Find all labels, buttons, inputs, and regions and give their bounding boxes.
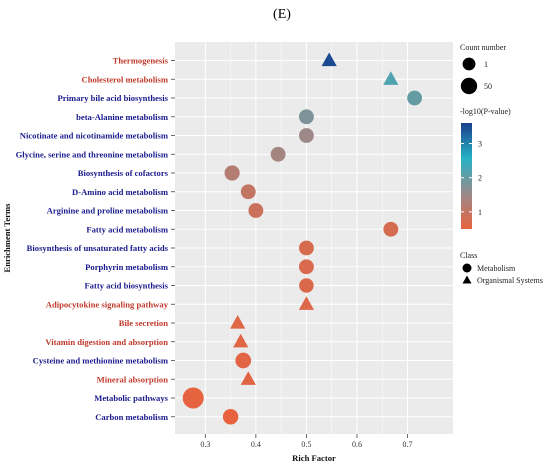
point-circle bbox=[235, 352, 252, 369]
term-label: beta-Alanine metabolism bbox=[76, 112, 169, 122]
term-label: Arginine and proline metabolism bbox=[47, 206, 169, 216]
y-axis-title: Enrichment Terms bbox=[2, 203, 12, 273]
term-label: Porphyrin metabolism bbox=[85, 262, 169, 272]
point-circle bbox=[222, 409, 239, 425]
point-circle bbox=[182, 387, 204, 409]
term-label: Fatty acid metabolism bbox=[86, 224, 168, 234]
point-circle bbox=[299, 278, 314, 293]
term-label: Nicotinate and nicotinamide metabolism bbox=[20, 131, 169, 141]
point-circle bbox=[270, 146, 286, 162]
x-tick-label: 0.4 bbox=[251, 440, 261, 449]
legend-class: Class Metabolism Organismal Systems bbox=[460, 251, 543, 285]
colorbar-tick-label: 1 bbox=[478, 208, 482, 217]
legend-class-triangle bbox=[462, 275, 472, 284]
term-label: Bile secretion bbox=[119, 318, 168, 328]
term-labels: Thermogenesis Cholesterol metabolism Prima… bbox=[16, 56, 175, 422]
point-circle bbox=[298, 128, 314, 143]
point-circle bbox=[240, 184, 256, 200]
term-label: Glycine, serine and threonine metabolism bbox=[16, 149, 169, 159]
point-circle bbox=[224, 165, 240, 181]
term-label: Cholesterol metabolism bbox=[82, 74, 169, 84]
legend-size-circle bbox=[460, 77, 478, 95]
term-label: Vitamin digestion and absorption bbox=[45, 337, 168, 347]
term-label: Adipocytokine signaling pathway bbox=[46, 299, 169, 309]
x-ticks: 0.3 0.4 0.5 0.6 0.7 bbox=[200, 434, 413, 449]
term-label: Primary bile acid biosynthesis bbox=[57, 93, 168, 103]
term-label: Fatty acid biosynthesis bbox=[84, 281, 168, 291]
point-circle bbox=[298, 259, 314, 275]
legend-size: Count number 1 50 bbox=[460, 43, 506, 95]
term-label: Biosynthesis of cofactors bbox=[78, 168, 169, 178]
point-triangle bbox=[230, 315, 246, 329]
term-label: Carbon metabolism bbox=[95, 412, 169, 422]
panel-label: (E) bbox=[273, 7, 291, 22]
legend-class-circle bbox=[462, 263, 472, 273]
term-label: Mineral absorption bbox=[97, 374, 169, 384]
colorbar-tick-label: 2 bbox=[478, 174, 482, 183]
point-circle bbox=[407, 90, 423, 106]
legend-class-label: Metabolism bbox=[477, 264, 516, 273]
legend-size-title: Count number bbox=[460, 43, 506, 52]
point-triangle bbox=[321, 52, 337, 67]
legend-size-label: 50 bbox=[484, 82, 492, 91]
legend-size-label: 1 bbox=[484, 60, 488, 69]
point-triangle bbox=[233, 333, 249, 348]
term-label: Thermogenesis bbox=[113, 56, 169, 66]
legend-class-label: Organismal Systems bbox=[477, 276, 543, 285]
legend-size-circle bbox=[462, 57, 476, 71]
point-triangle bbox=[298, 296, 315, 310]
point-triangle bbox=[240, 371, 256, 385]
x-tick-label: 0.3 bbox=[200, 440, 210, 449]
legend-class-title: Class bbox=[460, 251, 477, 260]
x-tick-label: 0.5 bbox=[301, 440, 311, 449]
term-label: Cysteine and methionine metabolism bbox=[33, 356, 169, 366]
point-circle bbox=[248, 203, 264, 218]
point-circle bbox=[298, 240, 314, 256]
x-tick-label: 0.6 bbox=[352, 440, 362, 449]
x-axis-title: Rich Factor bbox=[292, 453, 336, 463]
point-circle bbox=[383, 221, 399, 237]
legend-color: -log10(P-value) 1 2 3 bbox=[460, 107, 511, 229]
point-circle bbox=[298, 109, 314, 125]
colorbar-tick-label: 3 bbox=[478, 140, 482, 149]
legend-color-title: -log10(P-value) bbox=[460, 107, 511, 116]
colorbar bbox=[461, 123, 472, 229]
grid-lines bbox=[175, 42, 453, 434]
term-label: Biosynthesis of unsaturated fatty acids bbox=[27, 243, 169, 253]
term-label: Metabolic pathways bbox=[94, 393, 168, 403]
plot-panel bbox=[175, 42, 453, 434]
point-triangle bbox=[383, 71, 399, 85]
term-label: D-Amino acid metabolism bbox=[72, 187, 169, 197]
x-tick-label: 0.7 bbox=[403, 440, 413, 449]
data-marks bbox=[182, 52, 423, 425]
